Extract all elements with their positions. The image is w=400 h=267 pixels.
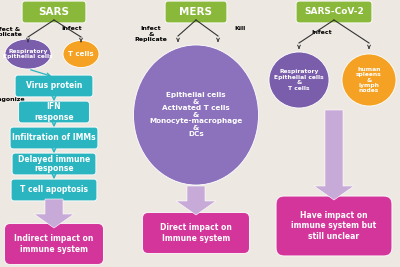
Text: Infect: Infect — [312, 29, 332, 34]
FancyBboxPatch shape — [276, 196, 392, 256]
FancyBboxPatch shape — [15, 75, 93, 97]
Text: MERS: MERS — [180, 7, 212, 17]
Text: Respiratory
Epithelial cells: Respiratory Epithelial cells — [3, 49, 53, 59]
FancyBboxPatch shape — [12, 153, 96, 175]
Text: Respiratory
Epithelial cells
&
T cells: Respiratory Epithelial cells & T cells — [274, 69, 324, 91]
Text: Delayed immune
response: Delayed immune response — [18, 155, 90, 173]
Text: Have impact on
immune system but
still unclear: Have impact on immune system but still u… — [291, 211, 377, 241]
FancyBboxPatch shape — [5, 223, 103, 264]
Text: IFN
response: IFN response — [34, 102, 74, 122]
Text: human
spleens
&
lymph
nodes: human spleens & lymph nodes — [356, 67, 382, 93]
Ellipse shape — [342, 54, 396, 106]
FancyBboxPatch shape — [22, 1, 86, 23]
FancyBboxPatch shape — [296, 1, 372, 23]
Text: Indirect impact on
immune system: Indirect impact on immune system — [14, 234, 94, 254]
Ellipse shape — [134, 45, 258, 185]
Ellipse shape — [269, 52, 329, 108]
Text: Virus protein: Virus protein — [26, 81, 82, 91]
Text: SARS-CoV-2: SARS-CoV-2 — [304, 7, 364, 17]
Text: Infect
&
Replicate: Infect & Replicate — [134, 26, 168, 42]
Text: T cells: T cells — [68, 51, 94, 57]
Text: Infiltration of IMMs: Infiltration of IMMs — [12, 134, 96, 143]
Ellipse shape — [63, 41, 99, 68]
Text: Direct impact on
Immune system: Direct impact on Immune system — [160, 223, 232, 243]
Text: Antagonize: Antagonize — [0, 97, 26, 103]
Polygon shape — [176, 186, 216, 215]
Polygon shape — [314, 110, 354, 200]
FancyBboxPatch shape — [142, 213, 250, 253]
FancyBboxPatch shape — [11, 179, 97, 201]
FancyBboxPatch shape — [10, 127, 98, 149]
Polygon shape — [34, 199, 74, 228]
Text: Kill: Kill — [234, 26, 246, 30]
Text: SARS: SARS — [38, 7, 70, 17]
Ellipse shape — [5, 39, 51, 69]
Text: Infect: Infect — [62, 26, 82, 30]
FancyBboxPatch shape — [19, 101, 89, 123]
Text: Epithelial cells
&
Activated T cells
&
Monocyte-macrophage
&
DCs: Epithelial cells & Activated T cells & M… — [149, 92, 243, 138]
Text: Infect &
Replicate: Infect & Replicate — [0, 27, 22, 37]
FancyBboxPatch shape — [165, 1, 227, 23]
Text: T cell apoptosis: T cell apoptosis — [20, 186, 88, 194]
